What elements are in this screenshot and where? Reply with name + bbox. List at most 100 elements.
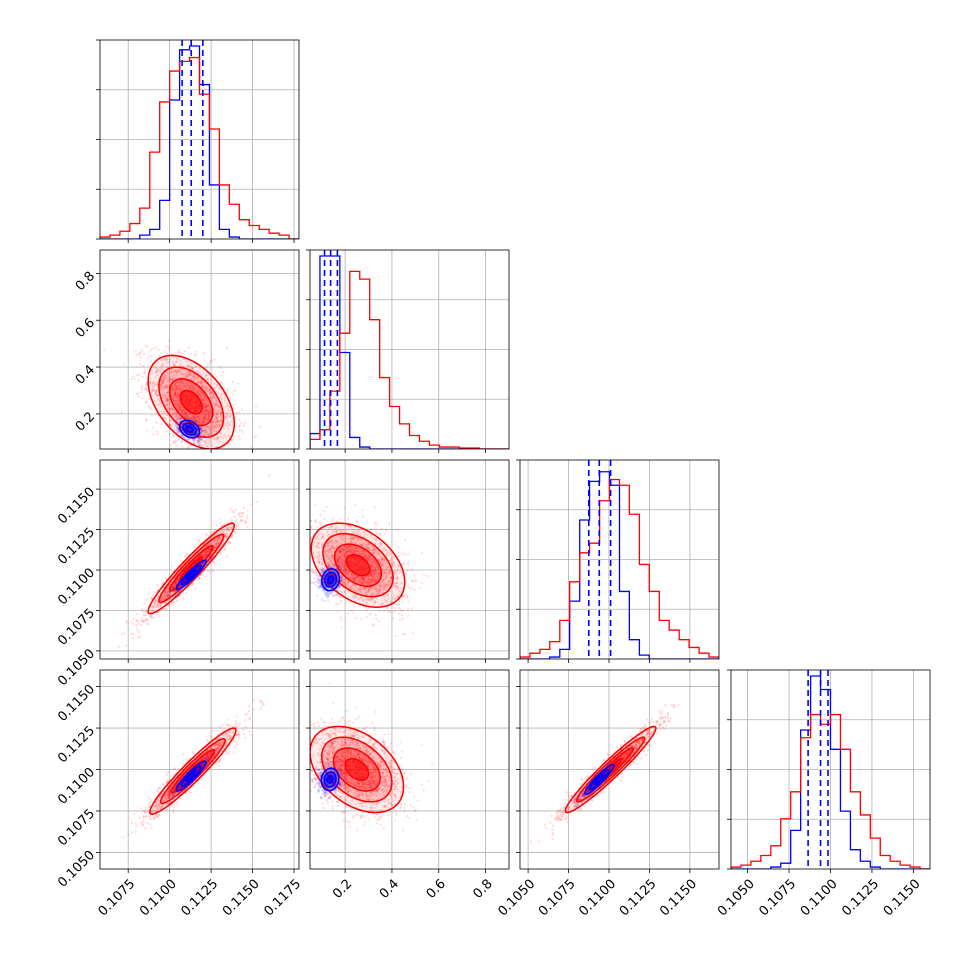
sample-point	[385, 561, 389, 564]
sample-point	[169, 371, 173, 374]
sample-point	[205, 549, 208, 553]
sample-point	[164, 387, 167, 390]
sample-point	[373, 506, 377, 509]
sample-point	[200, 390, 203, 393]
sample-point	[162, 374, 165, 377]
sample-point	[219, 536, 222, 539]
sample-point	[185, 387, 188, 390]
sample-point	[179, 359, 182, 362]
sample-point	[389, 569, 392, 572]
sample-point	[162, 416, 165, 420]
sample-point	[345, 584, 349, 587]
sample-point	[202, 415, 205, 419]
sample-point	[221, 531, 224, 534]
sample-point	[166, 397, 169, 401]
sample-point	[230, 526, 233, 529]
sample-point	[220, 382, 224, 385]
sample-point	[193, 545, 196, 548]
sample-point	[210, 425, 214, 428]
sample-point	[174, 394, 178, 397]
sample-point	[365, 556, 368, 560]
sample-point	[209, 532, 212, 535]
sample-point	[142, 621, 145, 624]
sample-point	[361, 552, 365, 555]
sample-point	[164, 376, 167, 379]
sample-point	[382, 549, 385, 553]
sample-point	[168, 375, 171, 378]
sample-point	[176, 351, 180, 354]
sample-point	[217, 405, 220, 408]
sample-point	[139, 355, 142, 359]
sample-point	[344, 567, 347, 570]
sample-point	[172, 428, 176, 431]
sample-point	[170, 378, 173, 381]
sample-point	[180, 372, 183, 375]
sample-point	[393, 571, 397, 574]
sample-point	[365, 602, 368, 605]
sample-point	[201, 421, 205, 424]
histogram-red	[100, 56, 299, 239]
sample-point	[187, 383, 190, 387]
sample-point	[213, 395, 216, 398]
sample-point	[207, 414, 211, 418]
sample-point	[237, 512, 240, 515]
sample-point	[373, 548, 376, 551]
sample-point	[164, 596, 168, 600]
sample-point	[185, 376, 189, 379]
sample-point	[372, 551, 375, 554]
sample-point	[159, 386, 162, 389]
sample-point	[163, 385, 167, 389]
sample-point	[196, 393, 200, 397]
sample-point	[143, 368, 147, 372]
sample-point	[239, 518, 242, 522]
sample-point	[199, 420, 202, 424]
sample-point	[181, 382, 184, 385]
sample-point	[140, 397, 144, 400]
sample-point	[176, 396, 179, 399]
sample-point	[186, 414, 189, 417]
sample-point	[318, 550, 321, 554]
sample-point	[219, 412, 222, 415]
sample-point	[370, 536, 373, 539]
sample-point	[216, 416, 219, 419]
sample-point	[381, 563, 385, 566]
sample-point	[346, 546, 349, 549]
sample-point	[343, 558, 346, 561]
sample-point	[179, 417, 182, 421]
sample-point	[190, 444, 194, 448]
sample-point	[399, 619, 402, 622]
sample-point	[205, 413, 208, 417]
sample-point	[250, 454, 252, 456]
sample-point	[207, 433, 210, 436]
sample-point	[172, 441, 175, 444]
sample-point	[385, 554, 389, 558]
sample-point	[386, 567, 389, 570]
sample-point	[196, 420, 200, 424]
sample-point	[143, 611, 146, 614]
sample-point	[244, 521, 248, 525]
sample-point	[335, 545, 338, 548]
sample-point	[344, 569, 347, 572]
sample-point	[205, 387, 208, 391]
sample-point	[215, 538, 219, 542]
sample-point	[192, 387, 195, 390]
sample-point	[190, 418, 193, 421]
sample-point	[203, 434, 207, 437]
sample-point	[171, 600, 174, 604]
sample-point	[382, 570, 385, 573]
sample-point	[381, 568, 384, 571]
sample-point	[329, 547, 332, 551]
sample-point	[331, 594, 335, 597]
scatter-data	[103, 339, 262, 456]
sample-point	[363, 582, 366, 585]
sample-point	[365, 546, 368, 549]
sample-point	[215, 424, 218, 427]
sample-point	[206, 405, 210, 408]
sample-point	[201, 420, 204, 423]
sample-point	[145, 419, 148, 422]
sample-point	[316, 525, 319, 528]
sample-point	[180, 559, 183, 563]
sample-point	[370, 569, 374, 572]
sample-point	[227, 525, 230, 528]
sample-point	[167, 372, 170, 375]
